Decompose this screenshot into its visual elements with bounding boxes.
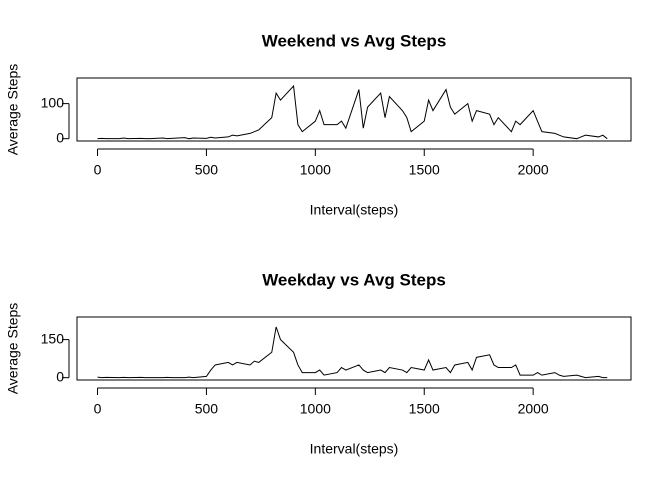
x-tick-label: 1500 [409,162,440,178]
chart-title: Weekend vs Avg Steps [262,31,447,50]
x-tick-label: 0 [94,401,102,417]
x-tick-label: 500 [195,162,219,178]
plot-box [76,316,632,381]
y-axis-label: Average Steps [5,303,21,395]
y-tick-label: 150 [41,330,65,346]
y-tick-label: 0 [56,368,64,384]
data-line [97,84,608,140]
x-tick-label: 0 [94,162,102,178]
y-tick-label: 100 [41,94,65,110]
x-tick-label: 500 [195,401,219,417]
x-tick-label: 1000 [300,401,331,417]
chart-title: Weekday vs Avg Steps [262,270,446,289]
x-tick-label: 2000 [518,401,549,417]
x-tick-label: 1000 [300,162,331,178]
x-tick-label: 2000 [518,162,549,178]
y-axis-label: Average Steps [5,64,21,156]
x-tick-label: 1500 [409,401,440,417]
plot-box [76,77,632,142]
x-axis-label: Interval(steps) [310,202,399,218]
data-line [97,326,608,379]
y-tick-label: 0 [56,129,64,145]
x-axis-label: Interval(steps) [310,441,399,457]
